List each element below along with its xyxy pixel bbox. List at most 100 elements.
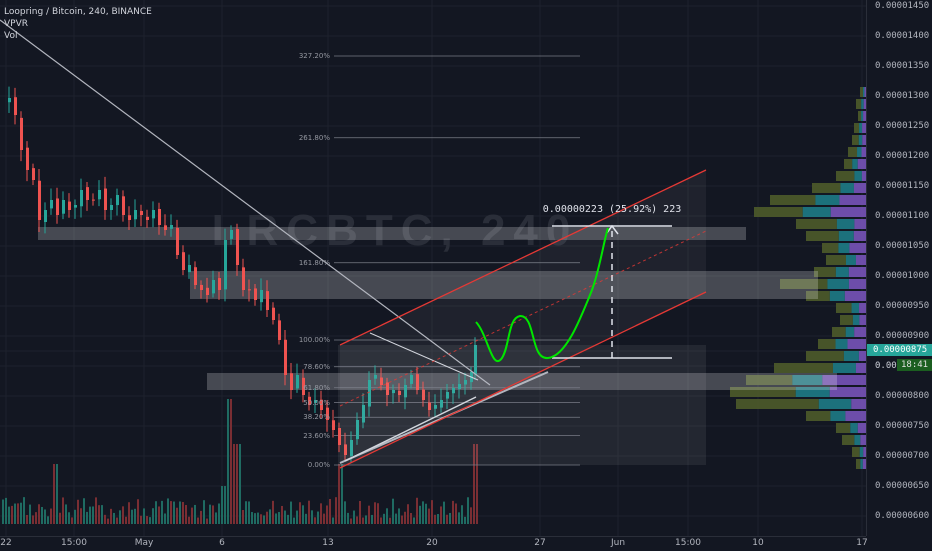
vpvr-bar: [826, 255, 846, 265]
vpvr-bar: [818, 339, 836, 349]
volume-bar: [359, 500, 361, 524]
volume-bar: [104, 514, 106, 524]
volume-bar: [20, 502, 22, 524]
candle-body: [20, 117, 23, 150]
candle-body: [80, 190, 83, 207]
volume-bar: [341, 464, 343, 524]
vpvr-bar: [854, 435, 861, 445]
volume-bar: [293, 517, 295, 524]
vpvr-bar: [832, 327, 846, 337]
symbol-title[interactable]: Loopring / Bitcoin, 240, BINANCE: [4, 7, 152, 17]
volume-bar: [14, 503, 16, 524]
vpvr-bar: [864, 87, 866, 97]
volume-bar: [449, 512, 451, 524]
vpvr-bar: [862, 87, 865, 97]
volume-bar: [335, 497, 337, 524]
volume-bar: [371, 514, 373, 524]
indicator-vpvr[interactable]: VPVR: [4, 19, 28, 29]
vpvr-bar: [814, 267, 836, 277]
volume-bar: [200, 510, 202, 524]
volume-bar: [140, 515, 142, 524]
vpvr-bar: [806, 291, 830, 301]
candle-body: [74, 205, 77, 208]
indicator-vol[interactable]: Vol: [4, 31, 18, 41]
time-label: Jun: [610, 538, 626, 548]
grid: [0, 0, 866, 536]
candle-body: [230, 230, 233, 239]
volume-bar: [137, 499, 139, 524]
candle-body: [356, 420, 359, 440]
volume-bar: [89, 506, 91, 524]
vpvr-bar: [847, 339, 866, 349]
vpvr-bar: [845, 255, 856, 265]
volume-bar: [380, 517, 382, 524]
vpvr-bar: [836, 303, 852, 313]
volume-bar: [77, 499, 79, 524]
vpvr-bar: [796, 219, 837, 229]
volume-bar: [356, 516, 358, 524]
volume-bar: [179, 501, 181, 524]
candle-body: [224, 240, 227, 290]
vpvr-bar: [852, 135, 859, 145]
resistance-zone: [38, 227, 746, 240]
vpvr-bar: [854, 171, 862, 181]
volume-bar: [2, 499, 4, 524]
fib-level-label: 50.00%: [303, 398, 330, 407]
volume-bar: [11, 505, 13, 524]
candle-body: [44, 210, 47, 223]
volume-bar: [206, 518, 208, 524]
volume-bar: [374, 502, 376, 524]
candle-body: [152, 210, 155, 219]
volume-bar: [329, 498, 331, 524]
channel-fill: [340, 170, 706, 468]
price-label: 0.000: [875, 361, 903, 371]
vpvr-bar: [838, 243, 850, 253]
volume-bar: [164, 513, 166, 524]
vpvr-bar: [854, 123, 860, 133]
vpvr-bar: [845, 327, 855, 337]
candle-body: [122, 196, 125, 215]
candle-body: [320, 399, 323, 410]
candle-body: [158, 209, 161, 225]
time-label: 15:00: [675, 538, 701, 548]
volume-bar: [167, 498, 169, 524]
volume-bar: [125, 516, 127, 524]
price-label: 0.00001250: [875, 121, 930, 131]
volume-bar: [50, 508, 52, 524]
volume-bar: [383, 513, 385, 524]
volume-bar: [464, 516, 466, 524]
vpvr-bar: [829, 387, 866, 397]
vpvr-bar: [836, 219, 855, 229]
vpvr-bar: [840, 315, 853, 325]
volume-bar: [272, 500, 274, 524]
volume-bar: [152, 508, 154, 524]
volume-bar: [26, 514, 28, 524]
volume-bar: [263, 515, 265, 524]
candle-body: [278, 320, 281, 340]
volume-bar: [80, 508, 82, 524]
price-label: 0.00000650: [875, 481, 930, 491]
candle-body: [128, 215, 131, 220]
candle-body: [62, 200, 65, 214]
volume-bar: [149, 517, 151, 524]
vpvr-bar: [856, 99, 862, 109]
vpvr-bar: [863, 99, 866, 109]
triangle-upper: [369, 332, 479, 381]
fib-level-label: 23.60%: [303, 431, 330, 440]
volume-bar: [332, 517, 334, 524]
price-axis[interactable]: 0.00001450 0.00001400 0.00001350 0.00001300…: [866, 0, 932, 536]
volume-bar: [320, 503, 322, 524]
volume-bar: [434, 514, 436, 524]
volume-bar: [38, 504, 40, 524]
volume-bar: [8, 506, 10, 524]
volume-bar: [155, 501, 157, 524]
volume-bar: [17, 503, 19, 524]
time-axis[interactable]: 22 15:00 May 6 13 20 27 Jun 15:00 10 17: [0, 536, 868, 551]
projection-path: [475, 227, 609, 362]
time-label: 20: [426, 538, 438, 548]
vpvr-bar: [851, 303, 860, 313]
candle-body: [344, 444, 347, 455]
candle-body: [56, 198, 59, 215]
